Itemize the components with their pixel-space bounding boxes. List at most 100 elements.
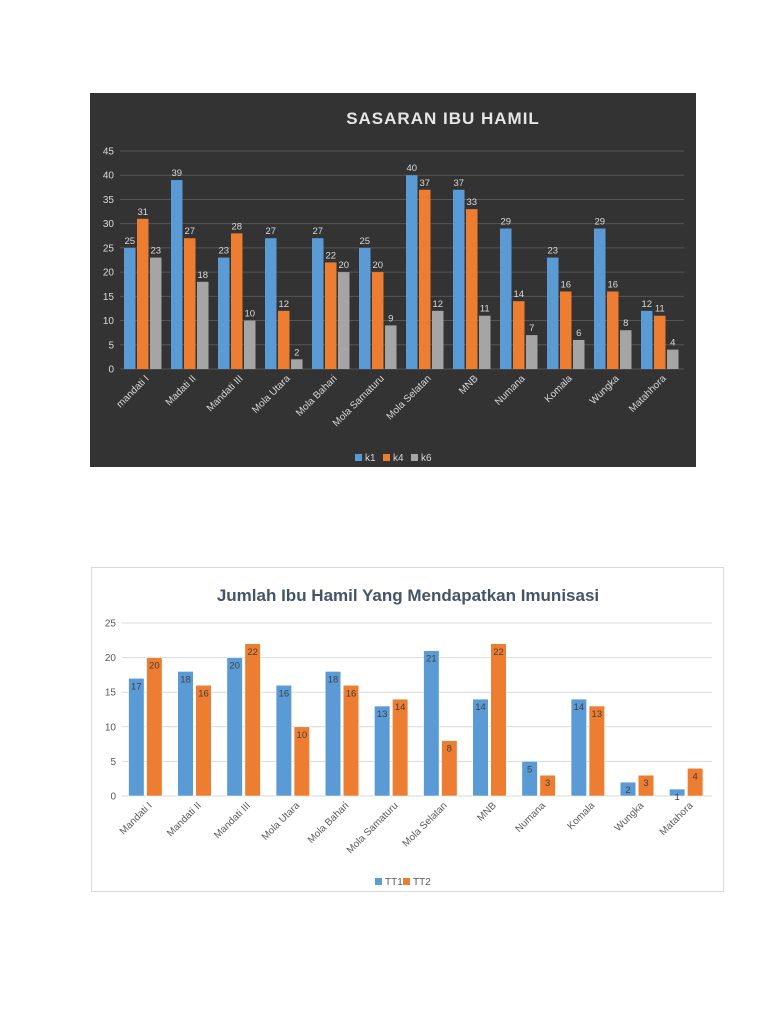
data-label: 20 <box>372 260 383 271</box>
data-label: 20 <box>229 661 240 672</box>
bar <box>231 233 243 369</box>
bar <box>423 650 440 797</box>
y-tick-label: 45 <box>103 147 115 158</box>
data-label: 2 <box>625 785 630 796</box>
data-label: 27 <box>184 226 195 237</box>
bar <box>521 761 538 797</box>
bar <box>244 320 256 369</box>
y-tick-label: 15 <box>103 292 115 303</box>
bar <box>466 209 478 369</box>
bar <box>177 671 194 797</box>
bar <box>293 726 310 797</box>
bar <box>539 774 556 797</box>
y-tick-label: 20 <box>105 653 117 664</box>
bar <box>432 310 444 369</box>
y-tick-label: 5 <box>108 340 114 351</box>
y-tick-label: 25 <box>105 619 117 630</box>
data-label: 13 <box>377 709 388 720</box>
data-label: 18 <box>197 270 208 281</box>
bar <box>638 774 654 797</box>
legend-label: k4 <box>393 453 404 464</box>
data-label: 18 <box>328 674 339 685</box>
bar <box>218 257 230 369</box>
y-tick-label: 30 <box>103 219 115 230</box>
y-tick-label: 20 <box>103 268 115 279</box>
bar <box>620 781 636 797</box>
data-label: 23 <box>150 246 161 257</box>
bar <box>570 698 587 797</box>
bar <box>472 698 489 797</box>
y-tick-label: 0 <box>108 365 114 376</box>
data-label: 3 <box>545 778 550 789</box>
bar <box>490 643 507 797</box>
bar <box>547 257 559 369</box>
bar <box>278 310 290 369</box>
data-label: 2 <box>294 347 299 358</box>
bar <box>244 643 261 797</box>
data-label: 13 <box>592 709 603 720</box>
chart-title: SASARAN IBU HAMIL <box>346 109 540 128</box>
chart1-svg: SASARAN IBU HAMIL 0 5 10 15 20 25 30 35 40 45 25 31 2… <box>90 93 696 467</box>
data-label: 16 <box>560 279 571 290</box>
data-label: 11 <box>480 304 490 315</box>
bar <box>479 315 491 369</box>
data-label: 25 <box>359 236 370 247</box>
legend-swatch <box>411 454 418 461</box>
data-label: 4 <box>693 771 698 782</box>
legend-label: k1 <box>365 453 376 464</box>
data-label: 12 <box>432 299 443 310</box>
bar <box>620 330 632 369</box>
bar <box>441 740 458 797</box>
bar <box>641 310 653 369</box>
data-label: 16 <box>346 688 357 699</box>
data-label: 12 <box>641 299 652 310</box>
bar <box>392 698 409 797</box>
bar <box>184 238 196 369</box>
data-label: 27 <box>265 226 276 237</box>
data-label: 18 <box>180 674 191 685</box>
bar <box>359 247 371 369</box>
bar <box>385 325 397 369</box>
bar <box>343 685 359 797</box>
data-label: 16 <box>279 688 290 699</box>
bar <box>312 238 324 369</box>
legend-swatch <box>375 878 382 885</box>
data-label: 37 <box>419 178 430 189</box>
data-label: 14 <box>574 702 585 713</box>
data-label: 23 <box>547 246 558 257</box>
legend-label: TT1 <box>385 877 403 888</box>
y-tick-label: 5 <box>110 757 116 768</box>
bar <box>560 291 572 369</box>
bar <box>146 657 163 797</box>
bar <box>124 247 136 369</box>
bar <box>453 189 465 369</box>
bar <box>588 705 605 797</box>
bar <box>419 189 431 369</box>
bar <box>573 339 585 369</box>
data-label: 33 <box>466 197 477 208</box>
bar <box>372 272 384 369</box>
legend-swatch <box>403 878 410 885</box>
data-label: 20 <box>149 661 160 672</box>
data-label: 29 <box>500 217 511 228</box>
data-label: 27 <box>312 226 323 237</box>
bar <box>500 228 512 369</box>
data-label: 25 <box>124 236 135 247</box>
bar <box>687 768 704 797</box>
data-label: 17 <box>131 681 142 692</box>
bar <box>325 262 337 369</box>
data-label: 22 <box>325 250 336 261</box>
data-label: 21 <box>426 654 437 665</box>
data-label: 1 <box>675 792 680 803</box>
data-label: 9 <box>388 313 393 324</box>
data-label: 37 <box>453 178 464 189</box>
y-tick-label: 15 <box>105 688 117 699</box>
data-label: 23 <box>218 246 229 257</box>
chart2-svg: Jumlah Ibu Hamil Yang Mendapatkan Imunis… <box>92 568 723 891</box>
bar <box>265 238 277 369</box>
bar <box>374 705 391 797</box>
bar <box>406 175 418 369</box>
data-label: 29 <box>594 217 605 228</box>
bar <box>325 671 341 797</box>
data-label: 3 <box>643 778 648 789</box>
